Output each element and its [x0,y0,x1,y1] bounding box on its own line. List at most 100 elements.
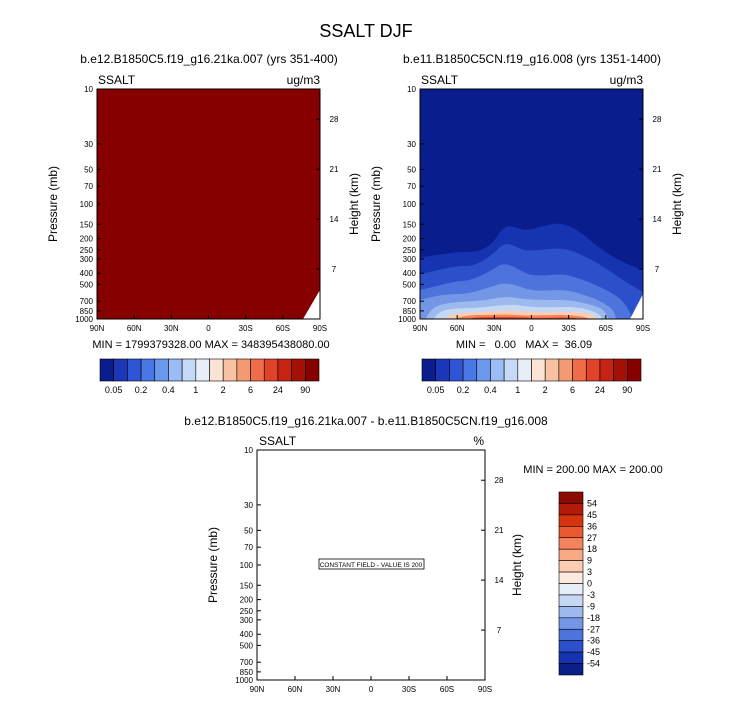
y-tick-label: 100 [240,561,254,570]
y-tick-label: 1000 [75,315,93,324]
panel-2-annotation-box [318,558,425,570]
height-tick-label: 21 [495,526,504,535]
x-tick-label: 90S [478,685,492,694]
colorbar-swatch [154,358,169,382]
colorbar-label: 6 [248,385,253,395]
panel-2-ylabel-right: Height (km) [510,534,524,596]
y-tick-label: 10 [244,446,253,455]
y-tick-label: 250 [80,246,94,255]
colorbar-swatch [421,358,436,382]
colorbar-label: 0.4 [484,385,497,395]
colorbar-swatch [305,358,320,382]
colorbar-label: 3 [587,567,592,577]
x-tick-label: 30S [402,685,416,694]
colorbar-swatch [277,358,292,382]
panel-1-contour-fill [420,89,643,319]
panel-0-field-fill [97,89,320,319]
colorbar-swatch [263,358,279,382]
y-tick-label: 30 [407,140,416,149]
y-tick-label: 850 [80,307,94,316]
y-tick-label: 400 [403,269,417,278]
panel-2-field-label: SSALT [259,434,297,448]
panel-2-ylabel: Pressure (mb) [206,527,220,603]
colorbar-swatch [449,358,464,382]
colorbar-swatch [544,358,560,382]
x-tick-label: 30S [562,324,576,333]
colorbar-swatch [435,358,450,382]
height-tick-label: 14 [330,215,339,224]
colorbar-swatch [558,548,584,561]
y-tick-label: 10 [84,85,93,94]
y-tick-label: 700 [240,658,254,667]
y-tick-label: 150 [403,220,417,229]
colorbar-label: 90 [622,385,632,395]
panel-0-stats: MIN = 1799379328.00 MAX = 348395438080.0… [92,339,329,351]
x-tick-label: 30S [239,324,253,333]
y-tick-label: 250 [240,607,254,616]
x-tick-label: 60N [127,324,142,333]
colorbar-swatch [140,358,156,382]
colorbar-label: 1 [193,385,198,395]
colorbar-swatch [503,358,519,382]
colorbar-label: 9 [587,556,592,566]
y-tick-label: 850 [403,307,417,316]
panel-0-missing-corner [303,290,320,319]
height-tick-label: 14 [653,215,662,224]
x-tick-label: 90N [90,324,105,333]
panel-1-axes: 1030507010015020025030040050070085010002… [398,85,662,333]
panel-0-axes: 1030507010015020025030040050070085010002… [75,85,339,333]
colorbar-swatch [558,617,584,630]
y-tick-label: 200 [80,235,94,244]
y-tick-label: 850 [240,668,254,677]
colorbar-label: -54 [587,659,600,669]
colorbar-label: -3 [587,590,595,600]
y-tick-label: 150 [80,220,94,229]
colorbar-swatch [558,583,584,596]
panel-1-units: ug/m3 [610,73,644,87]
y-tick-label: 200 [240,596,254,605]
colorbar-swatch [558,640,584,653]
y-tick-label: 50 [84,165,93,174]
y-tick-label: 70 [244,543,253,552]
colorbar-swatch [558,571,584,584]
x-tick-label: 90N [250,685,265,694]
colorbar-swatch [462,358,478,382]
x-tick-label: 90S [313,324,327,333]
colorbar-swatch [558,606,584,619]
height-tick-label: 21 [653,165,662,174]
y-tick-label: 30 [244,501,253,510]
colorbar-label: -45 [587,647,600,657]
colorbar-swatch [476,358,491,382]
colorbar-swatch [168,358,183,382]
colorbar-swatch [99,358,114,382]
panel-2-title: b.e12.B1850C5.f19_g16.21ka.007 - b.e11.B… [184,414,548,428]
x-tick-label: 60N [288,685,303,694]
colorbar-swatch [222,358,238,382]
panel-0-colorbar: 0.05 0.2 0.4 1 2 6 24 90 [99,358,320,395]
x-tick-label: 60N [450,324,465,333]
panel-0-ylabel: Pressure (mb) [46,166,60,242]
x-tick-label: 0 [529,324,534,333]
height-tick-label: 7 [332,265,337,274]
colorbar-swatch [209,358,224,382]
colorbar-swatch [127,358,142,382]
colorbar-label: 27 [587,533,597,543]
y-tick-label: 100 [403,200,417,209]
colorbar-swatch [599,358,614,382]
colorbar-label: 0.2 [457,385,470,395]
colorbar-swatch [558,503,584,516]
y-tick-label: 70 [407,182,416,191]
colorbar-label: -9 [587,601,595,611]
y-tick-label: 100 [80,200,94,209]
colorbar-label: 54 [587,498,597,508]
y-tick-label: 250 [403,246,417,255]
colorbar-swatch [558,526,584,539]
height-tick-label: 21 [330,165,339,174]
colorbar-label: 45 [587,510,597,520]
height-tick-label: 7 [497,626,502,635]
panel-1-missing-corner [630,294,643,319]
colorbar-label: 1 [515,385,520,395]
panel-1-title: b.e11.B1850C5CN.f19_g16.008 (yrs 1351-14… [403,52,661,66]
colorbar-swatch [558,358,573,382]
